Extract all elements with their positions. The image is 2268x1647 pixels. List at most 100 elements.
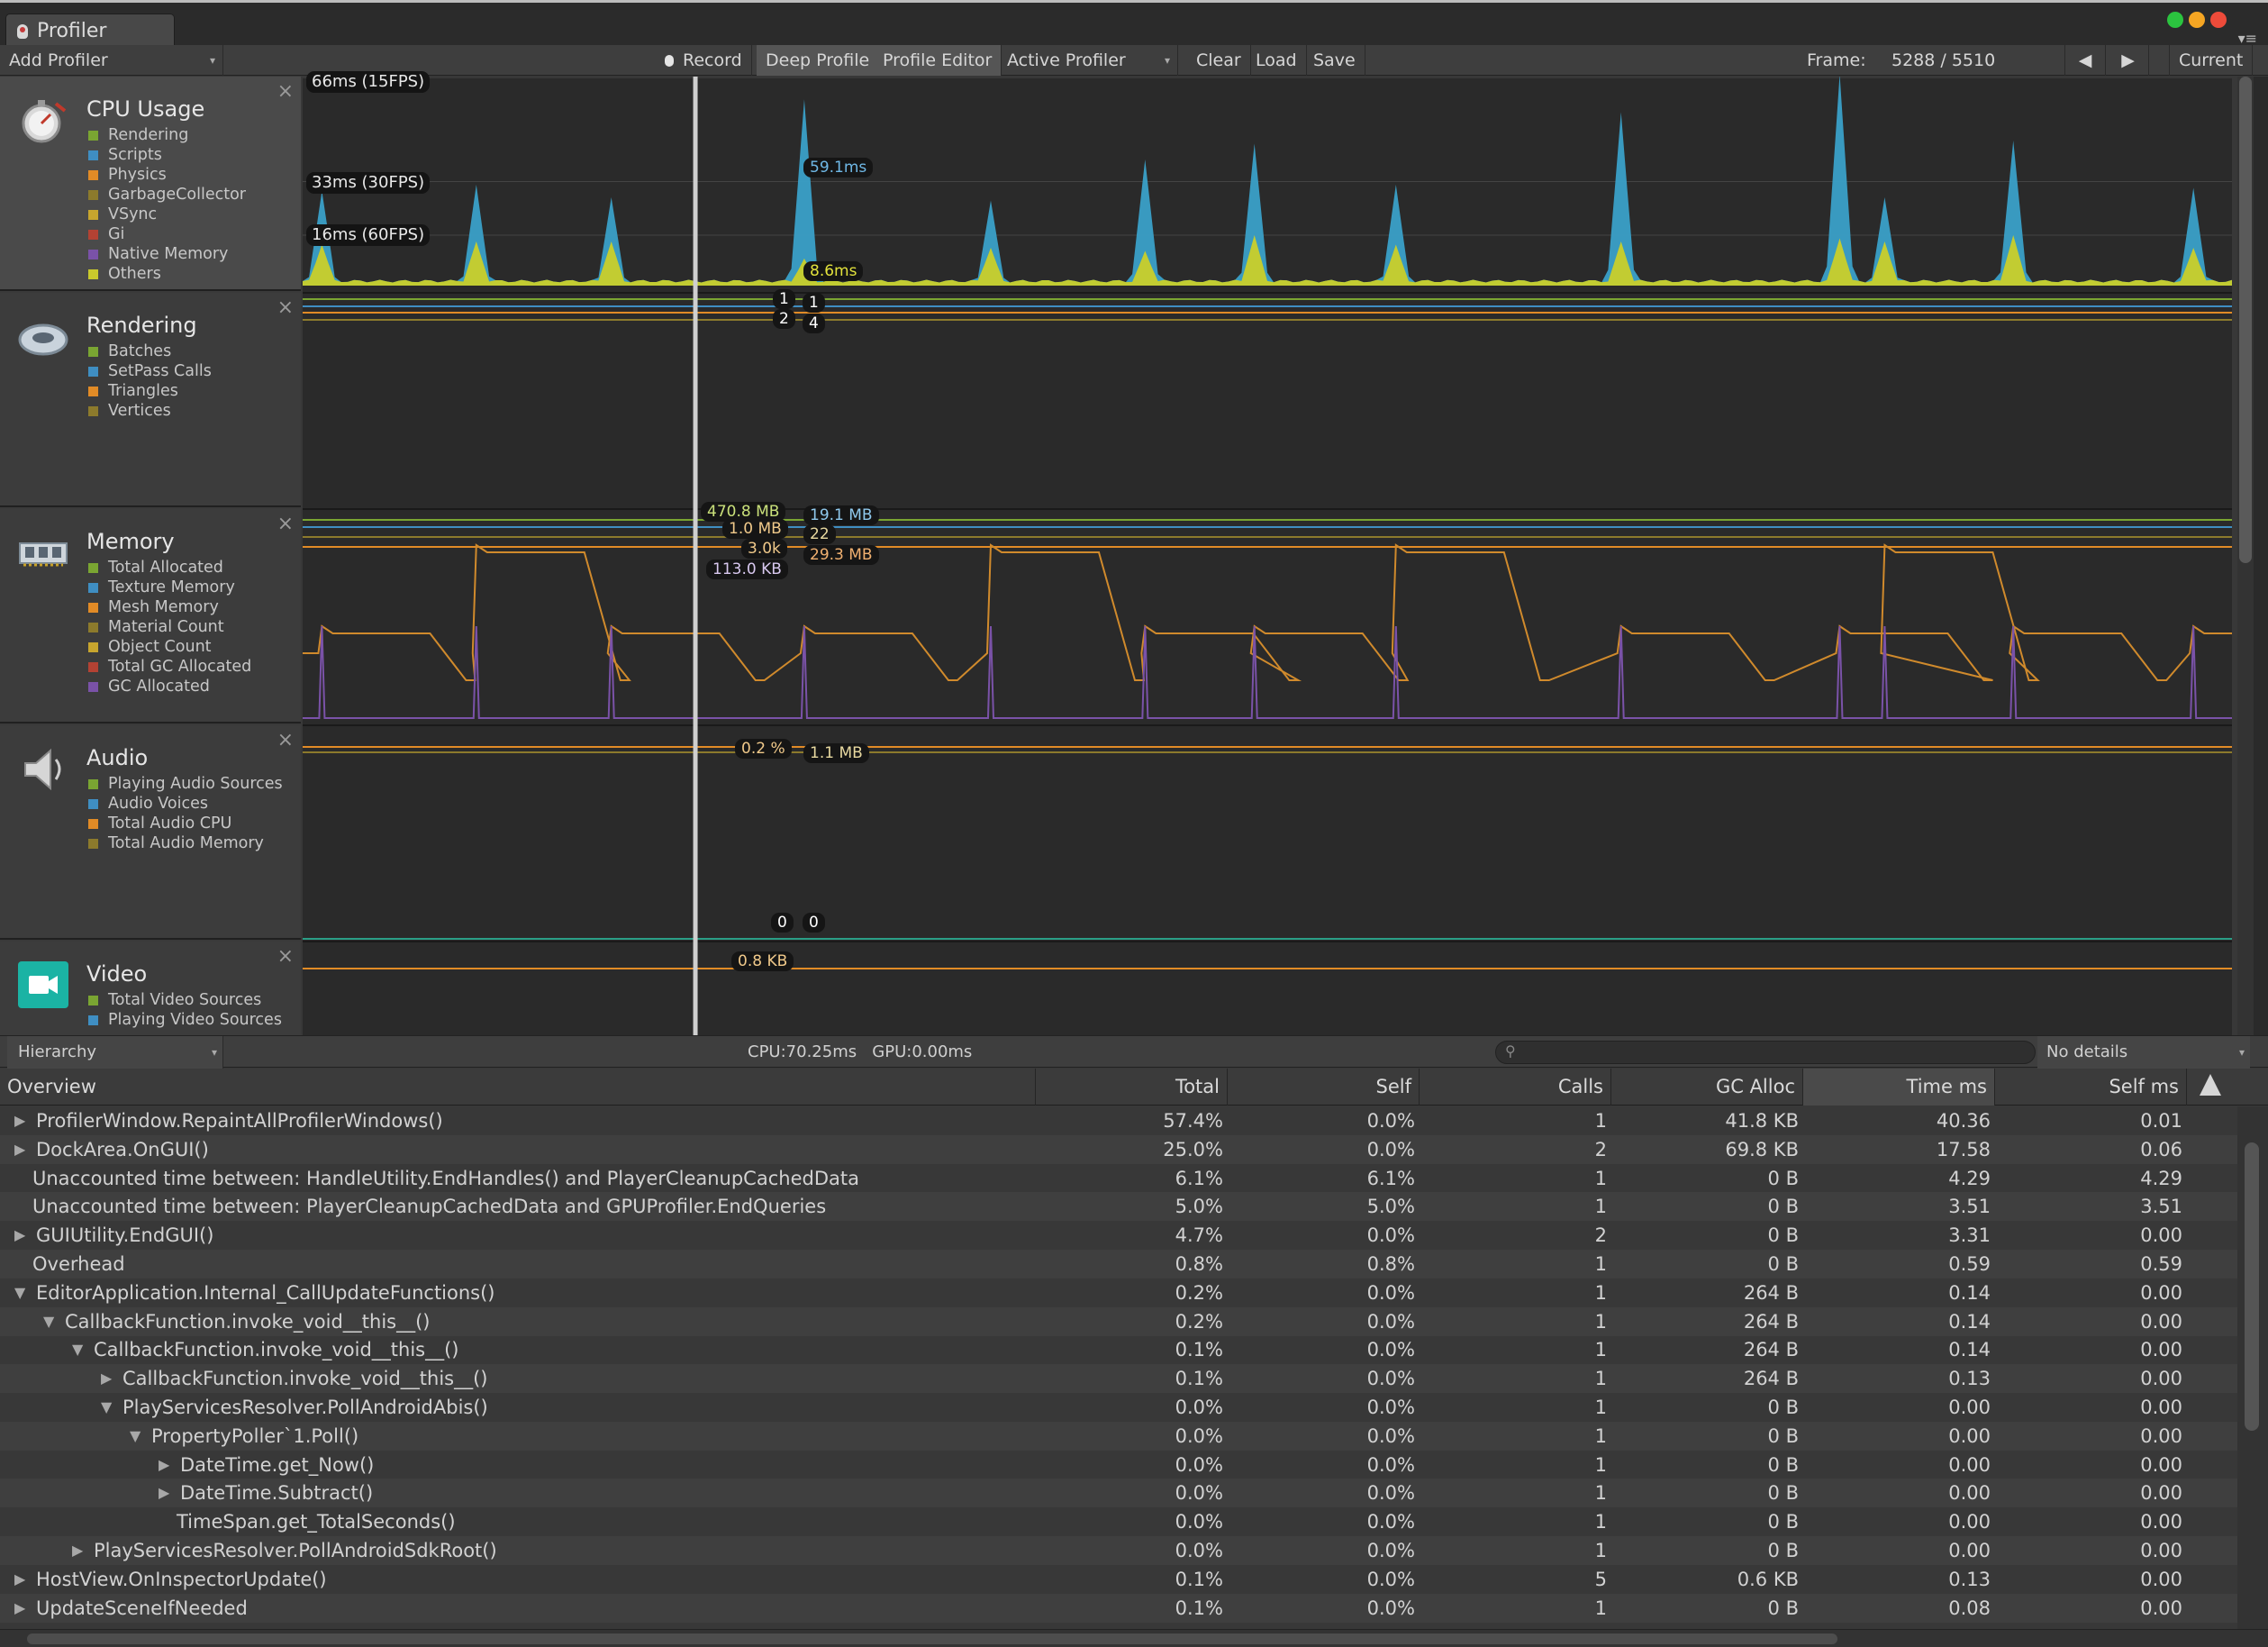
column-calls[interactable]: Calls (1420, 1069, 1611, 1106)
table-horizontal-scrollbar[interactable] (0, 1629, 2268, 1647)
table-row[interactable]: ▼ EditorApplication.Internal_CallUpdateFu… (0, 1278, 2237, 1307)
active-profiler-dropdown[interactable]: Active Profiler ▾ (998, 45, 1178, 76)
expanded-triangle-icon[interactable]: ▼ (101, 1398, 113, 1415)
expanded-triangle-icon[interactable]: ▼ (43, 1312, 55, 1330)
legend-item[interactable]: Total Allocated (88, 558, 251, 578)
column-self-ms[interactable]: Self ms (1995, 1069, 2187, 1106)
column-total[interactable]: Total (1036, 1069, 1228, 1106)
deep-profile-button[interactable]: Deep Profile (757, 45, 880, 76)
collapsed-triangle-icon[interactable]: ▶ (159, 1484, 170, 1502)
table-row[interactable]: Unaccounted time between: PlayerCleanupC… (0, 1192, 2237, 1222)
table-row[interactable]: ▶ GUIUtility.EndGUI() 4.7% 0.0% 2 0 B 3.31 0.00 (0, 1221, 2237, 1250)
legend-item[interactable]: Gi (88, 224, 246, 244)
timeline-chart-svg[interactable] (303, 77, 2232, 1035)
close-module-button[interactable]: × (277, 80, 294, 103)
table-row[interactable]: TimeSpan.get_TotalSeconds() 0.0% 0.0% 1 0 B 0… (0, 1507, 2237, 1536)
legend-item[interactable]: Playing Audio Sources (88, 774, 283, 794)
scroll-thumb[interactable] (2239, 77, 2252, 563)
sort-ascending-icon[interactable] (2200, 1074, 2221, 1096)
table-scrollbar[interactable] (2237, 1106, 2268, 1629)
scroll-thumb[interactable] (27, 1633, 1837, 1644)
table-row[interactable]: ▼ PropertyPoller`1.Poll() 0.0% 0.0% 1 0 B 0.00… (0, 1421, 2237, 1451)
close-module-button[interactable]: × (277, 945, 294, 968)
legend-item[interactable]: Scripts (88, 145, 246, 165)
legend-item[interactable]: Native Memory (88, 244, 246, 264)
profiler-tab[interactable]: Profiler (5, 14, 175, 48)
table-row[interactable]: ▼ CallbackFunction.invoke_void__this__() 0… (0, 1335, 2237, 1364)
save-button[interactable]: Save (1304, 45, 1365, 76)
legend-item[interactable]: Material Count (88, 617, 251, 637)
table-row[interactable]: ▶ DockArea.OnGUI() 25.0% 0.0% 2 69.8 KB 17.58 0… (0, 1134, 2237, 1164)
legend-item[interactable]: Object Count (88, 637, 251, 657)
profile-editor-button[interactable]: Profile Editor (874, 45, 1002, 76)
table-row[interactable]: Unaccounted time between: HandleUtility.… (0, 1164, 2237, 1193)
legend-item[interactable]: Total GC Allocated (88, 657, 251, 677)
legend-item[interactable]: Total Audio CPU (88, 814, 283, 833)
table-row[interactable]: Overhead 0.8% 0.8% 1 0 B 0.59 0.59 (0, 1250, 2237, 1278)
legend-item[interactable]: VSync (88, 205, 246, 224)
legend-item[interactable]: Total Video Sources (88, 990, 282, 1010)
legend-item[interactable]: Playing Video Sources (88, 1010, 282, 1030)
collapsed-triangle-icon[interactable]: ▶ (14, 1112, 26, 1129)
table-row[interactable]: ▶ UpdateSceneIfNeeded 0.1% 0.0% 1 0 B 0.08 0.00 (0, 1593, 2237, 1623)
column-time-ms[interactable]: Time ms (1803, 1069, 1995, 1106)
hierarchy-search-field[interactable]: ⚲ (1495, 1041, 2036, 1064)
legend-item[interactable]: GC Allocated (88, 677, 251, 696)
module-rendering[interactable]: Rendering × Batches SetPass Calls Triang… (0, 293, 301, 507)
collapsed-triangle-icon[interactable]: ▶ (14, 1598, 26, 1616)
legend-item[interactable]: Physics (88, 165, 246, 185)
legend-item[interactable]: SetPass Calls (88, 361, 212, 381)
clear-button[interactable]: Clear (1187, 45, 1251, 76)
legend-item[interactable]: Others (88, 264, 246, 284)
legend-item[interactable]: Vertices (88, 401, 212, 421)
window-menu-icon[interactable]: ▾≡ (2237, 30, 2257, 47)
table-row[interactable]: ▶ HostView.OnInspectorUpdate() 0.1% 0.0% 5 0.… (0, 1565, 2237, 1594)
module-cpu-usage[interactable]: CPU Usage × Rendering Scripts Physics Ga… (0, 77, 301, 291)
column-self[interactable]: Self (1228, 1069, 1420, 1106)
legend-item[interactable]: GarbageCollector (88, 185, 246, 205)
column-overview[interactable]: Overview (0, 1069, 1036, 1106)
legend-item[interactable]: Texture Memory (88, 578, 251, 597)
profiler-charts[interactable]: 66ms (15FPS) 33ms (30FPS) 16ms (60FPS) 5… (303, 71, 2232, 1035)
current-frame-button[interactable]: Current (2169, 45, 2254, 76)
close-module-button[interactable]: × (277, 513, 294, 535)
collapsed-triangle-icon[interactable]: ▶ (159, 1455, 170, 1473)
legend-item[interactable]: Total Audio Memory (88, 833, 283, 853)
collapsed-triangle-icon[interactable]: ▶ (14, 1140, 26, 1158)
legend-item[interactable]: Audio Voices (88, 794, 283, 814)
table-row[interactable]: ▶ DateTime.Subtract() 0.0% 0.0% 1 0 B 0.00 0.00 (0, 1479, 2237, 1508)
close-module-button[interactable]: × (277, 729, 294, 751)
collapsed-triangle-icon[interactable]: ▶ (14, 1570, 26, 1588)
table-row[interactable]: ▶ DateTime.get_Now() 0.0% 0.0% 1 0 B 0.00 0.00 (0, 1451, 2237, 1479)
load-button[interactable]: Load (1247, 45, 1307, 76)
table-row[interactable]: ▶ CallbackFunction.invoke_void__this__() 0… (0, 1364, 2237, 1394)
table-row[interactable]: ▼ CallbackFunction.invoke_void__this__() 0… (0, 1306, 2237, 1336)
collapsed-triangle-icon[interactable]: ▶ (14, 1226, 26, 1244)
expanded-triangle-icon[interactable]: ▼ (130, 1426, 141, 1444)
table-row[interactable]: ▼ PlayServicesResolver.PollAndroidAbis() 0… (0, 1393, 2237, 1422)
collapsed-triangle-icon[interactable]: ▶ (72, 1542, 84, 1559)
legend-item[interactable]: Triangles (88, 381, 212, 401)
next-frame-button[interactable]: ▶ (2108, 45, 2149, 76)
record-button[interactable]: Record (656, 45, 752, 76)
previous-frame-button[interactable]: ◀ (2064, 45, 2106, 76)
view-mode-dropdown[interactable]: Hierarchy ▾ (7, 1036, 223, 1069)
legend-item[interactable]: Mesh Memory (88, 597, 251, 617)
add-profiler-dropdown[interactable]: Add Profiler ▾ (0, 45, 223, 76)
close-module-button[interactable]: × (277, 296, 294, 319)
module-memory[interactable]: Memory × Total Allocated Texture Memory … (0, 509, 301, 723)
legend-item[interactable]: Rendering (88, 125, 246, 145)
maximize-button[interactable] (2167, 12, 2183, 28)
table-row[interactable]: ▶ ProfilerWindow.RepaintAllProfilerWindow… (0, 1106, 2237, 1135)
expanded-triangle-icon[interactable]: ▼ (72, 1341, 84, 1359)
expanded-triangle-icon[interactable]: ▼ (14, 1283, 26, 1301)
table-row[interactable]: ▶ PlayServicesResolver.PollAndroidSdkRoot… (0, 1536, 2237, 1565)
collapsed-triangle-icon[interactable]: ▶ (101, 1369, 113, 1388)
minimize-button[interactable] (2189, 12, 2205, 28)
legend-item[interactable]: Batches (88, 341, 212, 361)
details-dropdown[interactable]: No details ▾ (2037, 1036, 2250, 1069)
column-gc-alloc[interactable]: GC Alloc (1611, 1069, 1803, 1106)
module-audio[interactable]: Audio × Playing Audio Sources Audio Voic… (0, 725, 301, 940)
module-video[interactable]: Video × Total Video Sources Playing Vide… (0, 942, 301, 1035)
charts-scrollbar[interactable] (2237, 77, 2254, 1035)
